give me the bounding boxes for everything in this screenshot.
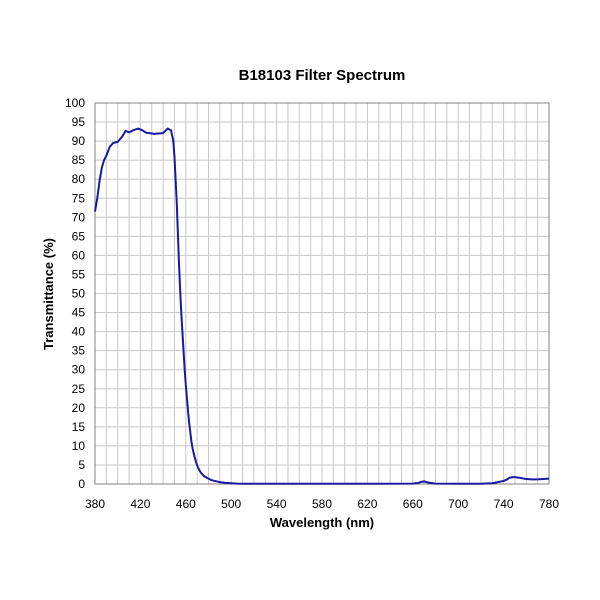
y-tick-label: 40 xyxy=(72,325,86,339)
y-tick-label: 30 xyxy=(72,363,86,377)
x-tick-label: 700 xyxy=(448,497,468,511)
data-series xyxy=(94,127,550,485)
x-tick-label: 580 xyxy=(312,497,332,511)
y-tick-label: 100 xyxy=(65,96,85,110)
y-tick-label: 85 xyxy=(72,153,86,167)
x-tick-label: 780 xyxy=(539,497,559,511)
y-tick-label: 60 xyxy=(72,248,86,262)
y-tick-label: 80 xyxy=(72,172,86,186)
y-tick-label: 55 xyxy=(72,267,86,281)
y-tick-label: 5 xyxy=(78,458,85,472)
x-tick-label: 500 xyxy=(221,497,241,511)
chart-title: B18103 Filter Spectrum xyxy=(239,67,406,84)
y-tick-label: 90 xyxy=(72,134,86,148)
x-tick-label: 460 xyxy=(176,497,196,511)
y-tick-label: 70 xyxy=(72,210,86,224)
y-tick-label: 15 xyxy=(72,420,86,434)
x-tick-label: 740 xyxy=(494,497,514,511)
x-tick-label: 380 xyxy=(85,497,105,511)
y-tick-label: 75 xyxy=(72,191,86,205)
x-tick-label: 620 xyxy=(357,497,377,511)
tick-labels: 380 420 460 500 540 580 620 660 700 740 780 0 5 10 15 2… xyxy=(65,96,559,511)
y-tick-label: 10 xyxy=(72,439,86,453)
x-tick-label: 660 xyxy=(403,497,423,511)
y-axis-label: Transmittance (%) xyxy=(41,238,56,350)
x-axis-label: Wavelength (nm) xyxy=(270,515,374,530)
grid-lines xyxy=(94,102,550,485)
transmittance-line-0 xyxy=(94,127,550,485)
y-tick-label: 65 xyxy=(72,229,86,243)
y-tick-label: 0 xyxy=(78,477,85,491)
x-tick-label: 540 xyxy=(267,497,287,511)
y-tick-label: 25 xyxy=(72,382,86,396)
y-tick-label: 20 xyxy=(72,401,86,415)
y-tick-label: 95 xyxy=(72,115,86,129)
y-tick-label: 35 xyxy=(72,344,86,358)
x-tick-label: 420 xyxy=(130,497,150,511)
y-tick-label: 50 xyxy=(72,287,86,301)
y-tick-label: 45 xyxy=(72,306,86,320)
